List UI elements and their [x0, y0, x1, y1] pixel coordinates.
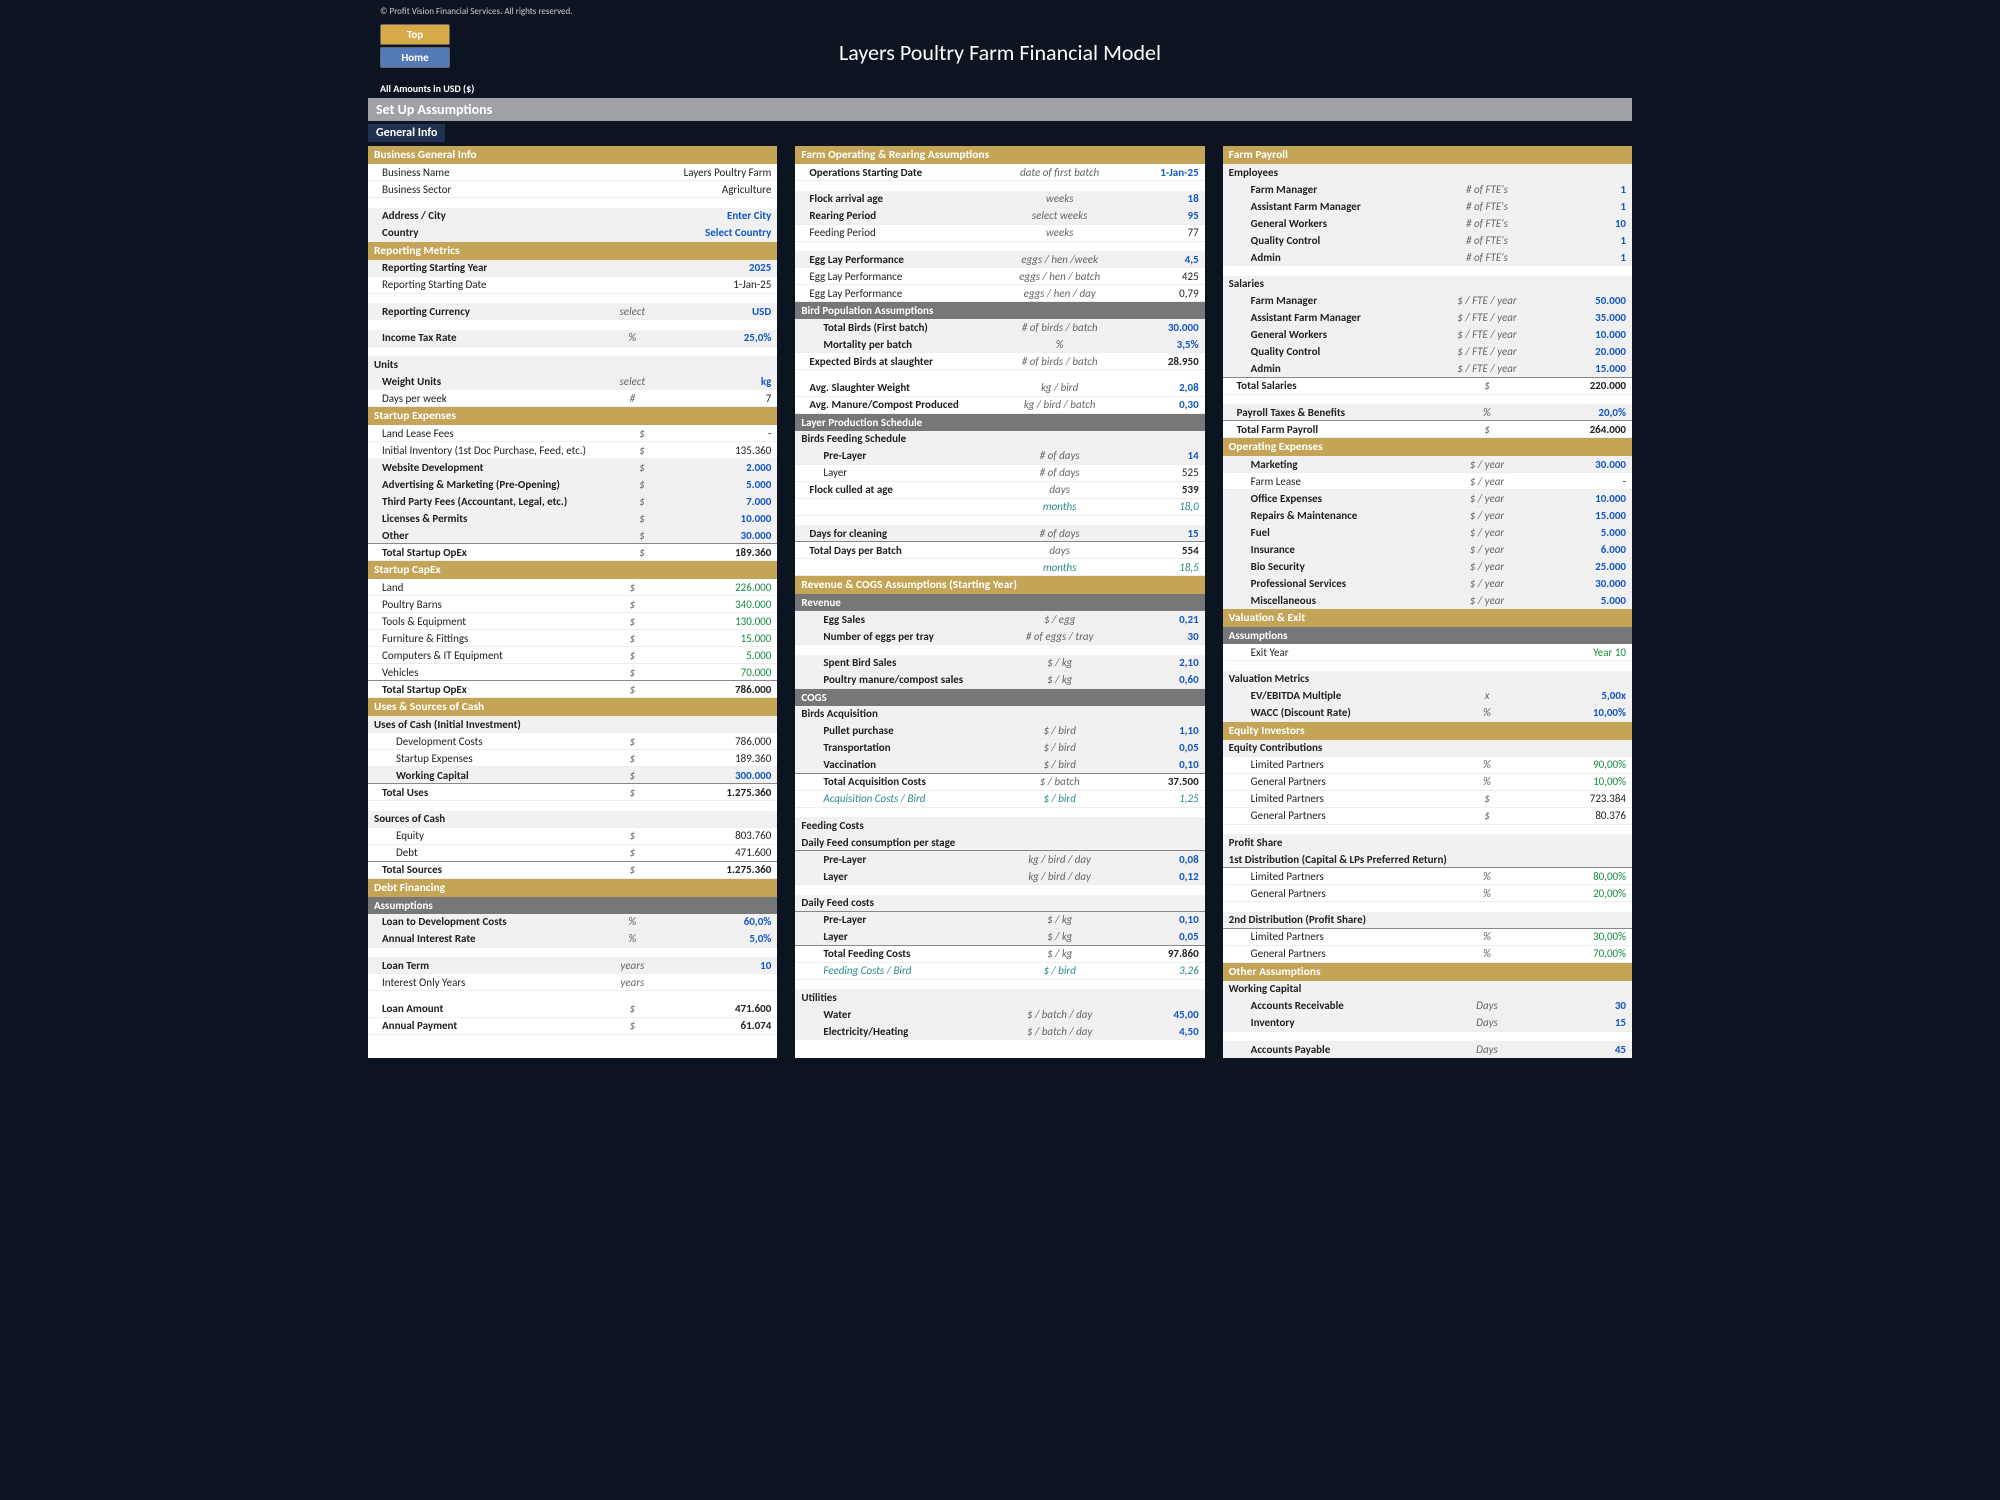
hdr-opex: Operating Expenses [1223, 438, 1632, 456]
hdr-farm-op: Farm Operating & Rearing Assumptions [795, 146, 1204, 164]
hdr-val-assump: Assumptions [1223, 627, 1632, 644]
hdr-valuation: Valuation & Exit [1223, 609, 1632, 627]
copyright: © Profit Vision Financial Services. All … [368, 4, 1632, 23]
hdr-revenue: Revenue [795, 594, 1204, 611]
hdr-business: Business General Info [368, 146, 777, 164]
hdr-other-assump: Other Assumptions [1223, 963, 1632, 981]
hdr-startup-capex: Startup CapEx [368, 561, 777, 579]
hdr-bird-pop: Bird Population Assumptions [795, 302, 1204, 319]
hdr-equity-inv: Equity Investors [1223, 722, 1632, 740]
currency-note: All Amounts in USD ($) [368, 82, 1632, 95]
hdr-rev-cogs: Revenue & COGS Assumptions (Starting Yea… [795, 576, 1204, 594]
top-button[interactable]: Top [380, 24, 450, 45]
hdr-cogs: COGS [795, 689, 1204, 706]
hdr-startup-exp: Startup Expenses [368, 407, 777, 425]
middle-column: Farm Operating & Rearing Assumptions Ope… [795, 146, 1204, 1058]
hdr-debt: Debt Financing [368, 879, 777, 897]
hdr-layer-prod: Layer Production Schedule [795, 414, 1204, 431]
hdr-reporting: Reporting Metrics [368, 242, 777, 260]
right-column: Farm Payroll EmployeesFarm Manager# of F… [1223, 146, 1632, 1058]
hdr-debt-assump: Assumptions [368, 897, 777, 914]
page-title: Layers Poultry Farm Financial Model [368, 39, 1632, 66]
section-general-info: General Info [368, 124, 445, 142]
section-setup: Set Up Assumptions [368, 98, 1632, 121]
hdr-payroll: Farm Payroll [1223, 146, 1632, 164]
home-button[interactable]: Home [380, 47, 450, 68]
hdr-uses-sources: Uses & Sources of Cash [368, 698, 777, 716]
left-column: Business General Info Business NameLayer… [368, 146, 777, 1058]
